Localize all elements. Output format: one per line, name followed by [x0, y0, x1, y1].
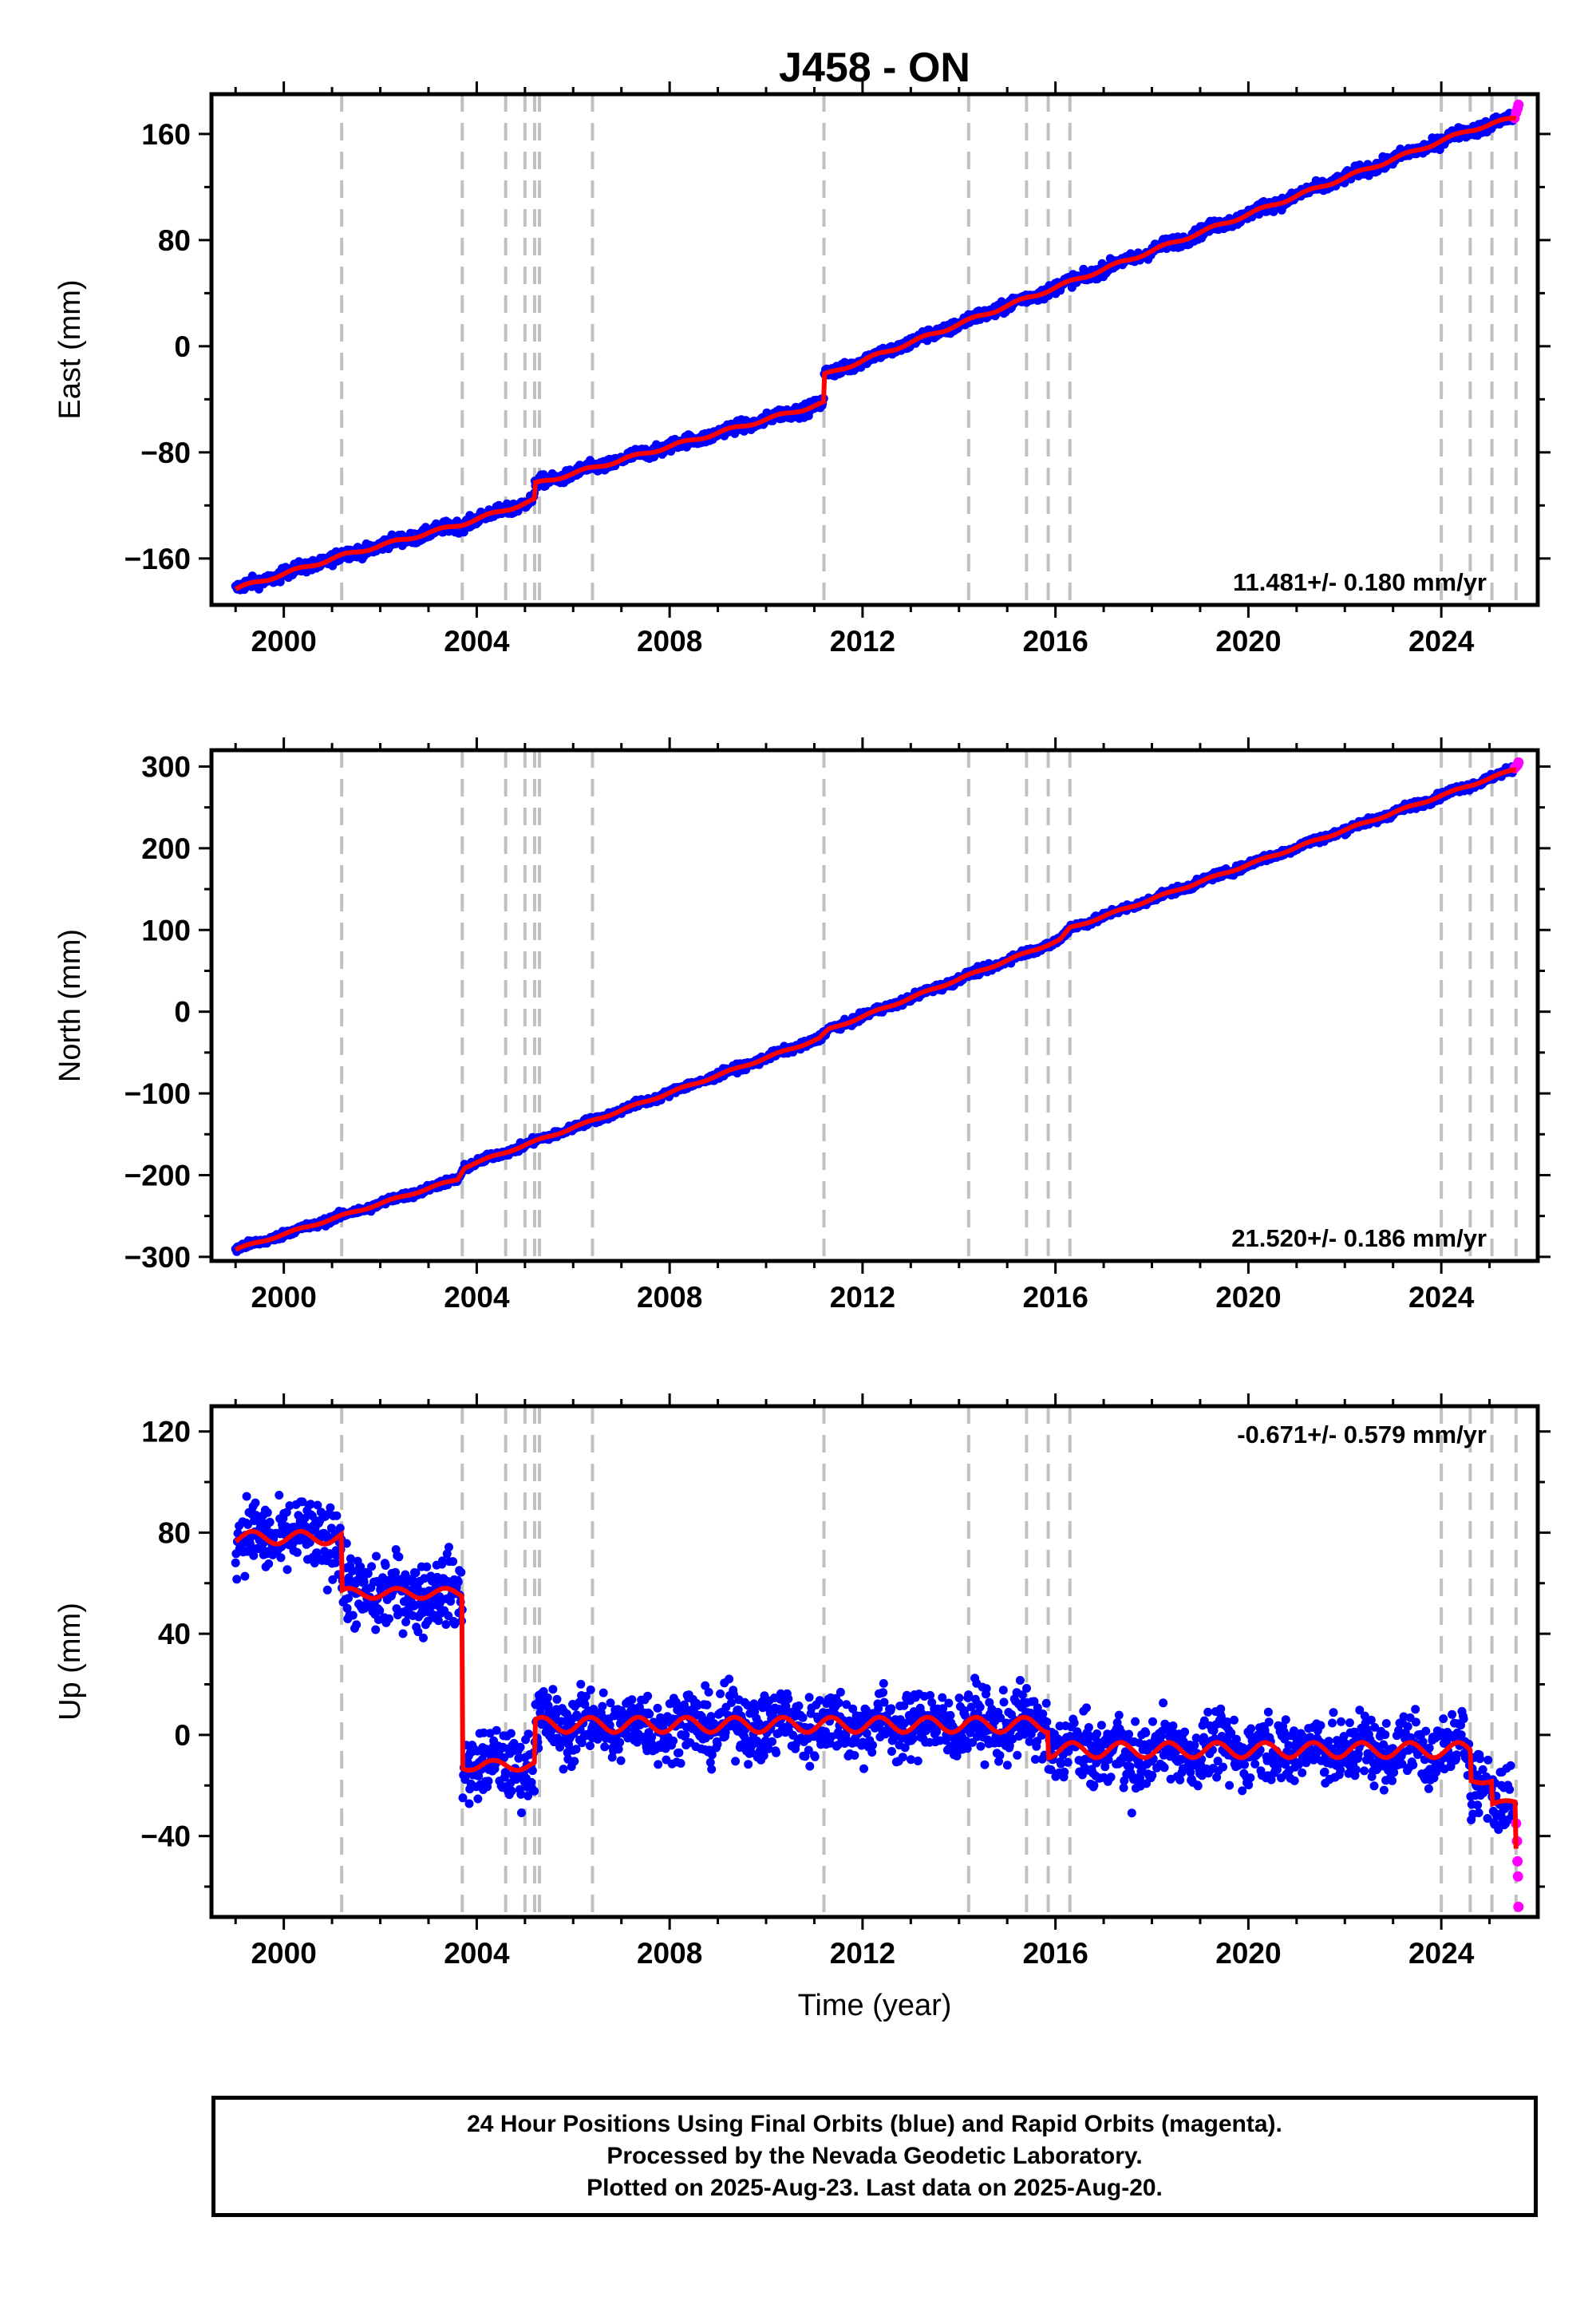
y-axis-ticks: −40 0 40 80 120 — [140, 1416, 1551, 1888]
velocity-annotation: 11.481+/- 0.180 mm/yr — [1233, 568, 1487, 596]
x-tick-label: 2004 — [444, 1937, 510, 1970]
y-tick-label: 100 — [141, 914, 191, 947]
rapid-orbit-point — [1512, 1856, 1523, 1867]
x-axis-ticks: 2000 2004 2008 2012 2016 2020 2024 — [234, 1393, 1491, 1970]
y-tick-label: 40 — [158, 1618, 191, 1650]
y-axis-label: East (mm) — [53, 279, 87, 419]
rapid-orbit-point — [1513, 757, 1524, 768]
model-line — [235, 767, 1517, 1252]
footer-line-2: Processed by the Nevada Geodetic Laborat… — [606, 2143, 1143, 2169]
x-tick-label: 2020 — [1215, 625, 1281, 658]
y-axis-ticks: −160 −80 0 80 160 — [124, 118, 1551, 575]
x-tick-label: 2020 — [1215, 1281, 1281, 1314]
y-tick-label: −80 — [140, 437, 191, 469]
x-tick-label: 2016 — [1022, 1937, 1088, 1970]
y-tick-label: 80 — [158, 1516, 191, 1549]
y-axis-label: North (mm) — [53, 929, 87, 1082]
rapid-orbit-point — [1513, 99, 1524, 110]
x-tick-label: 2000 — [251, 1281, 316, 1314]
velocity-annotation: -0.671+/- 0.579 mm/yr — [1237, 1421, 1487, 1448]
footer-line-3: Plotted on 2025-Aug-23. Last data on 202… — [587, 2175, 1163, 2201]
final-orbit-points — [231, 109, 1519, 595]
x-tick-label: 2000 — [251, 625, 316, 658]
y-tick-label: 0 — [174, 996, 191, 1029]
x-tick-label: 2012 — [830, 1281, 895, 1314]
north-panel: 2000 2004 2008 2012 2016 2020 2024−300−200−100… — [53, 737, 1551, 1314]
y-tick-label: 0 — [174, 1719, 191, 1752]
x-tick-label: 2020 — [1215, 1937, 1281, 1970]
model-line — [234, 116, 1517, 591]
chart-title: J458 - ON — [779, 45, 970, 91]
plot-frame — [209, 92, 1540, 607]
final-orbit-point-cloud — [231, 1491, 1519, 1835]
x-tick-label: 2012 — [830, 1937, 895, 1970]
footer-line-1: 24 Hour Positions Using Final Orbits (bl… — [467, 2111, 1282, 2137]
y-tick-label: −300 — [124, 1241, 191, 1274]
break-lines — [340, 94, 1518, 605]
y-axis-label: Up (mm) — [53, 1603, 87, 1721]
model-line — [234, 1528, 1519, 1849]
y-tick-label: −160 — [124, 543, 191, 575]
x-tick-label: 2008 — [637, 1281, 702, 1314]
x-tick-label: 2024 — [1408, 625, 1475, 658]
x-tick-label: 2004 — [444, 1281, 510, 1314]
y-tick-label: 300 — [141, 750, 191, 783]
x-tick-label: 2024 — [1408, 1281, 1475, 1314]
x-tick-label: 2012 — [830, 625, 895, 658]
x-tick-label: 2024 — [1408, 1937, 1475, 1970]
x-tick-label: 2016 — [1022, 1281, 1088, 1314]
x-axis-ticks: 2000 2004 2008 2012 2016 2020 2024 — [234, 81, 1491, 658]
plot-frame — [209, 1404, 1540, 1919]
y-tick-label: 160 — [141, 118, 191, 151]
rapid-orbit-point — [1513, 1901, 1524, 1912]
x-axis-ticks: 2000 2004 2008 2012 2016 2020 2024 — [234, 737, 1491, 1314]
y-tick-label: −200 — [124, 1159, 191, 1192]
plot-frame — [209, 748, 1540, 1263]
y-axis-ticks: −300 −200 −100 0 100 200 300 — [124, 750, 1551, 1274]
final-orbit-points — [231, 1491, 1519, 1835]
x-tick-label: 2000 — [251, 1937, 316, 1970]
x-tick-label: 2016 — [1022, 625, 1088, 658]
x-axis-label: Time (year) — [798, 1989, 952, 2022]
rapid-orbit-point — [1512, 1871, 1523, 1882]
y-tick-label: 80 — [158, 224, 191, 257]
y-tick-label: 200 — [141, 832, 191, 865]
up-panel: 2000 2004 2008 2012 2016 2020 2024 −40 0 40 80 120 U… — [53, 1393, 1551, 1970]
y-tick-label: −100 — [124, 1077, 191, 1110]
final-orbit-point-cloud — [231, 109, 1519, 595]
x-tick-label: 2008 — [637, 625, 702, 658]
y-tick-label: 120 — [141, 1416, 191, 1448]
velocity-annotation: 21.520+/- 0.186 mm/yr — [1231, 1224, 1487, 1252]
break-lines — [340, 1406, 1518, 1917]
rapid-orbit-points — [1509, 99, 1524, 124]
y-tick-label: −40 — [140, 1820, 191, 1853]
x-tick-label: 2008 — [637, 1937, 702, 1970]
x-tick-label: 2004 — [444, 625, 510, 658]
east-panel: 2000 2004 2008 2012 2016 2020 2024 −160 −80 0 80 16… — [53, 81, 1551, 658]
footer-box: 24 Hour Positions Using Final Orbits (bl… — [211, 2096, 1538, 2217]
y-tick-label: 0 — [174, 330, 191, 363]
